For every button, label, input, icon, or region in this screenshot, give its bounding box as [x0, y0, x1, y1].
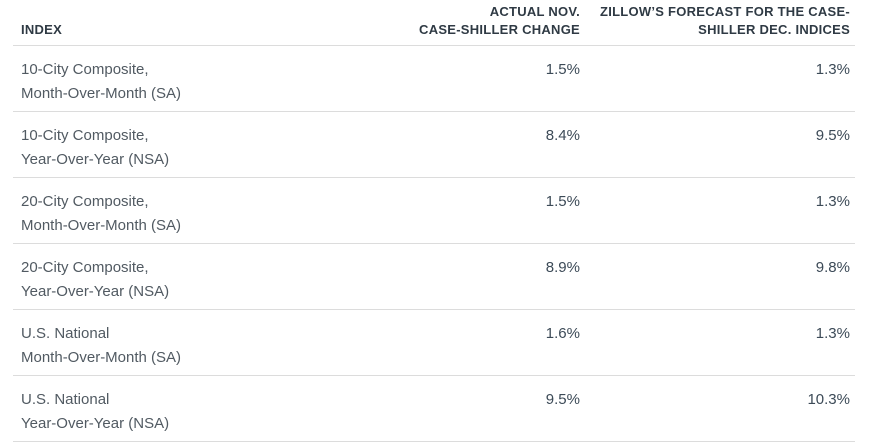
table-row: U.S. National Year-Over-Year (NSA) 9.5% … — [13, 375, 855, 442]
actual-value-cell: 9.5% — [393, 375, 580, 442]
actual-value-cell: 8.9% — [393, 243, 580, 310]
actual-value-cell: 1.6% — [393, 309, 580, 376]
forecast-value-cell: 9.8% — [580, 243, 855, 310]
column-header-forecast-line1: ZILLOW’S FORECAST FOR THE CASE- — [600, 4, 850, 19]
index-label-line1: U.S. National — [21, 391, 110, 408]
index-label-line1: 10-City Composite, — [21, 127, 149, 144]
index-label-line2: Month-Over-Month (SA) — [21, 217, 182, 234]
column-header-actual: ACTUAL NOV. CASE-SHILLER CHANGE — [393, 0, 580, 46]
index-cell: U.S. National Month-Over-Month (SA) — [13, 309, 393, 376]
actual-value-cell: 1.5% — [393, 45, 580, 112]
column-header-actual-line1: ACTUAL NOV. — [489, 4, 580, 19]
column-header-forecast: ZILLOW’S FORECAST FOR THE CASE- SHILLER … — [580, 0, 855, 46]
index-label-line1: U.S. National — [21, 325, 110, 342]
forecast-table-container: INDEX ACTUAL NOV. CASE-SHILLER CHANGE ZI… — [13, 0, 855, 442]
case-shiller-forecast-table: INDEX ACTUAL NOV. CASE-SHILLER CHANGE ZI… — [13, 0, 855, 442]
forecast-value-cell: 1.3% — [580, 309, 855, 376]
index-label-line2: Year-Over-Year (NSA) — [21, 151, 170, 168]
table-body: 10-City Composite, Month-Over-Month (SA)… — [13, 45, 855, 442]
column-header-actual-line2: CASE-SHILLER CHANGE — [419, 22, 580, 37]
index-cell: 10-City Composite, Year-Over-Year (NSA) — [13, 111, 393, 178]
table-row: 20-City Composite, Month-Over-Month (SA)… — [13, 177, 855, 244]
forecast-value-cell: 1.3% — [580, 177, 855, 244]
column-header-forecast-line2: SHILLER DEC. INDICES — [698, 22, 850, 37]
forecast-value-cell: 1.3% — [580, 45, 855, 112]
index-cell: 20-City Composite, Month-Over-Month (SA) — [13, 177, 393, 244]
forecast-value-cell: 9.5% — [580, 111, 855, 178]
actual-value-cell: 1.5% — [393, 177, 580, 244]
index-label-line2: Year-Over-Year (NSA) — [21, 415, 170, 432]
index-label-line1: 10-City Composite, — [21, 61, 149, 78]
table-row: U.S. National Month-Over-Month (SA) 1.6%… — [13, 309, 855, 376]
table-header: INDEX ACTUAL NOV. CASE-SHILLER CHANGE ZI… — [13, 0, 855, 46]
index-label-line2: Month-Over-Month (SA) — [21, 85, 182, 102]
index-label-line1: 20-City Composite, — [21, 259, 149, 276]
index-cell: 10-City Composite, Month-Over-Month (SA) — [13, 45, 393, 112]
actual-value-cell: 8.4% — [393, 111, 580, 178]
table-row: 10-City Composite, Month-Over-Month (SA)… — [13, 45, 855, 112]
index-label-line2: Month-Over-Month (SA) — [21, 349, 182, 366]
index-cell: U.S. National Year-Over-Year (NSA) — [13, 375, 393, 442]
index-label-line1: 20-City Composite, — [21, 193, 149, 210]
header-row: INDEX ACTUAL NOV. CASE-SHILLER CHANGE ZI… — [13, 0, 855, 46]
index-cell: 20-City Composite, Year-Over-Year (NSA) — [13, 243, 393, 310]
table-row: 10-City Composite, Year-Over-Year (NSA) … — [13, 111, 855, 178]
forecast-value-cell: 10.3% — [580, 375, 855, 442]
index-label-line2: Year-Over-Year (NSA) — [21, 283, 170, 300]
table-row: 20-City Composite, Year-Over-Year (NSA) … — [13, 243, 855, 310]
column-header-index-label: INDEX — [21, 22, 63, 37]
column-header-index: INDEX — [13, 0, 393, 46]
